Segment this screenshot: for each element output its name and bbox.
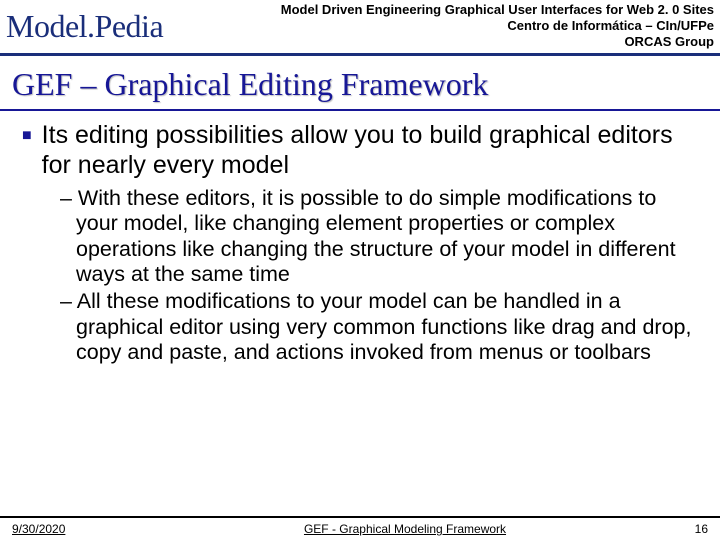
bullet-marker-icon: ■ bbox=[22, 127, 32, 145]
slide-footer: 9/30/2020 GEF - Graphical Modeling Frame… bbox=[0, 516, 720, 540]
footer-title: GEF - Graphical Modeling Framework bbox=[162, 522, 648, 536]
slide-content: ■ Its editing possibilities allow you to… bbox=[0, 119, 720, 366]
slide-header: Model Driven Engineering Graphical User … bbox=[0, 0, 720, 56]
footer-date: 9/30/2020 bbox=[12, 522, 162, 536]
affiliation-line-2: ORCAS Group bbox=[507, 34, 714, 50]
sub-bullet-item: – With these editors, it is possible to … bbox=[60, 186, 694, 287]
sub-bullet-list: – With these editors, it is possible to … bbox=[22, 186, 698, 366]
logo-text: Model.Pedia bbox=[6, 8, 163, 45]
bullet-item: ■ Its editing possibilities allow you to… bbox=[22, 121, 698, 180]
bullet-text: Its editing possibilities allow you to b… bbox=[42, 121, 698, 180]
slide-title: GEF – Graphical Editing Framework bbox=[0, 56, 720, 111]
header-affiliation: Centro de Informática – CIn/UFPe ORCAS G… bbox=[507, 18, 714, 51]
sub-bullet-item: – All these modifications to your model … bbox=[60, 289, 694, 365]
footer-page-number: 16 bbox=[648, 522, 708, 536]
header-top-line: Model Driven Engineering Graphical User … bbox=[281, 2, 714, 17]
affiliation-line-1: Centro de Informática – CIn/UFPe bbox=[507, 18, 714, 34]
